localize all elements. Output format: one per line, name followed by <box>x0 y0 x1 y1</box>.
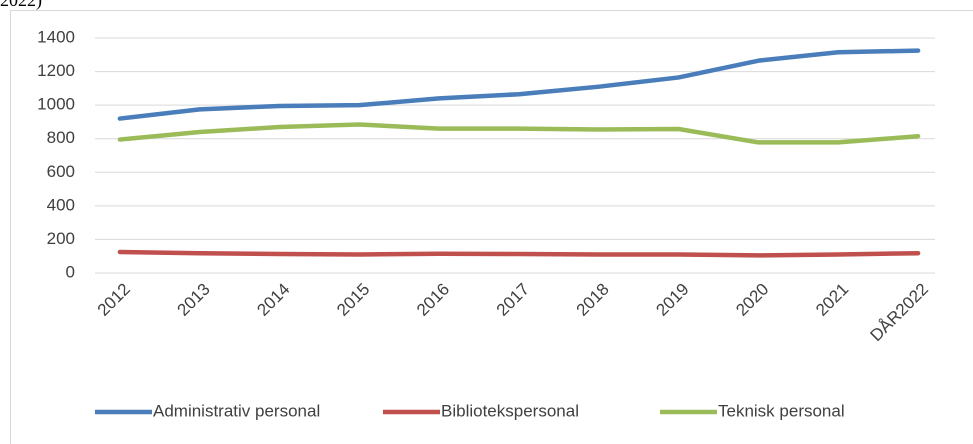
x-tick-label: 2021 <box>812 280 852 320</box>
x-tick-label: 2015 <box>333 280 373 320</box>
series-line <box>117 48 921 121</box>
x-tick-label: 2019 <box>652 280 692 320</box>
y-tick-label: 200 <box>47 229 75 248</box>
x-tick-label: 2018 <box>573 280 613 320</box>
y-tick-label: 600 <box>47 162 75 181</box>
chart-frame <box>10 10 973 444</box>
legend-label: Administrativ personal <box>153 401 320 420</box>
x-tick-label: 2020 <box>732 280 772 320</box>
y-tick-label: 1200 <box>37 61 75 80</box>
x-tick-label: 2017 <box>493 280 533 320</box>
series-line <box>117 122 921 145</box>
y-tick-label: 0 <box>66 262 75 281</box>
x-tick-label: 2012 <box>94 280 134 320</box>
y-tick-label: 800 <box>47 128 75 147</box>
chart-title: 2022) <box>0 0 42 11</box>
legend-label: Bibliotekspersonal <box>441 401 579 420</box>
x-tick-label: 2013 <box>174 280 214 320</box>
x-tick-label: 2014 <box>253 280 293 320</box>
legend-label: Teknisk personal <box>718 401 845 420</box>
series-line <box>117 249 921 258</box>
y-tick-label: 1000 <box>37 95 75 114</box>
x-tick-label: DÅR2022 <box>867 280 933 346</box>
y-tick-label: 400 <box>47 195 75 214</box>
y-tick-label: 1400 <box>37 27 75 46</box>
x-tick-label: 2016 <box>413 280 453 320</box>
